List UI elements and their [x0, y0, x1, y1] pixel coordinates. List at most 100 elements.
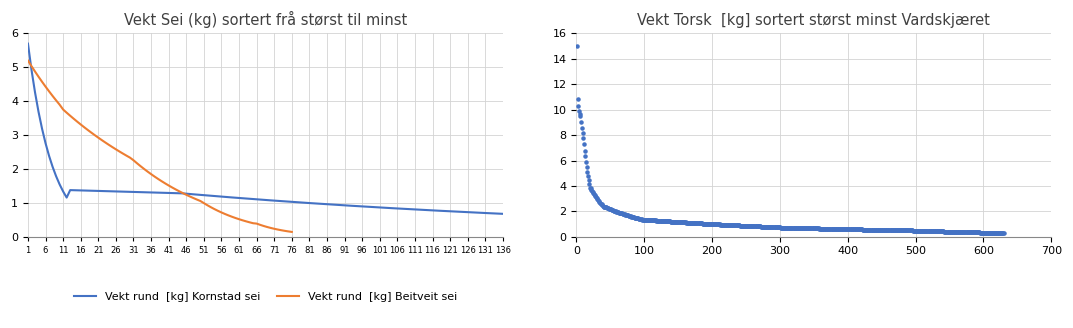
Point — [958, 230, 975, 235]
Point — [665, 219, 682, 224]
Vekt rund  [kg] Kornstad sei — [21, 42, 34, 46]
Point — [909, 228, 926, 233]
Point — [717, 222, 734, 227]
Point — [748, 224, 765, 229]
Point — [989, 230, 1006, 236]
Point — [946, 229, 964, 235]
Point — [840, 227, 857, 232]
Point — [570, 103, 587, 109]
Point — [699, 221, 716, 226]
Point — [630, 216, 647, 221]
Point — [886, 228, 903, 233]
Point — [978, 230, 995, 235]
Point — [746, 224, 763, 229]
Point — [645, 218, 662, 223]
Point — [676, 220, 693, 225]
Point — [942, 229, 959, 234]
Point — [934, 229, 951, 234]
Point — [608, 209, 626, 215]
Point — [652, 218, 670, 223]
Point — [871, 227, 888, 233]
Vekt rund  [kg] Kornstad sei — [468, 211, 481, 215]
Point — [612, 210, 629, 215]
Point — [729, 223, 746, 228]
Vekt rund  [kg] Beitveit sei — [113, 150, 126, 154]
Point — [861, 227, 878, 232]
Point — [766, 224, 783, 230]
Point — [738, 223, 755, 229]
Point — [603, 207, 620, 212]
Point — [628, 215, 645, 221]
Point — [788, 225, 805, 231]
Point — [826, 226, 843, 232]
Point — [758, 224, 775, 229]
Point — [676, 220, 693, 225]
Point — [641, 217, 658, 223]
Point — [677, 220, 694, 225]
Point — [569, 44, 586, 49]
Point — [897, 228, 914, 233]
Point — [679, 220, 696, 225]
Point — [853, 227, 870, 232]
Point — [572, 113, 589, 119]
Point — [673, 220, 690, 225]
Point — [668, 219, 686, 225]
Point — [602, 207, 619, 212]
Point — [812, 226, 829, 231]
Point — [651, 218, 668, 223]
Point — [621, 213, 638, 218]
Point — [834, 226, 851, 232]
Point — [831, 226, 848, 232]
Point — [597, 205, 614, 210]
Point — [911, 228, 928, 233]
Point — [746, 224, 763, 229]
Point — [660, 219, 677, 224]
Point — [697, 221, 715, 226]
Point — [913, 228, 930, 234]
Point — [945, 229, 962, 235]
Point — [590, 198, 607, 204]
Point — [700, 221, 717, 226]
Point — [604, 207, 621, 213]
Vekt rund  [kg] Beitveit sei — [46, 94, 59, 98]
Point — [938, 229, 955, 234]
Point — [734, 223, 751, 228]
Point — [838, 227, 855, 232]
Point — [976, 230, 994, 235]
Point — [761, 224, 778, 230]
Point — [609, 209, 627, 215]
Point — [696, 221, 714, 226]
Point — [643, 217, 660, 223]
Point — [650, 218, 667, 223]
Point — [686, 220, 703, 226]
Point — [979, 230, 996, 235]
Point — [974, 230, 991, 235]
Point — [617, 212, 634, 217]
Point — [785, 225, 803, 231]
Point — [672, 219, 689, 225]
Point — [686, 220, 703, 226]
Point — [785, 225, 803, 231]
Title: Vekt Torsk  [kg] sortert størst minst Vardskjæret: Vekt Torsk [kg] sortert størst minst Var… — [637, 13, 990, 28]
Point — [640, 217, 657, 222]
Point — [895, 228, 912, 233]
Point — [582, 185, 599, 190]
Point — [692, 221, 709, 226]
Point — [899, 228, 916, 233]
Point — [601, 206, 618, 211]
Point — [763, 224, 780, 230]
Point — [680, 220, 697, 225]
Point — [820, 226, 837, 231]
Point — [802, 226, 819, 231]
Point — [759, 224, 776, 229]
Point — [849, 227, 866, 232]
Point — [778, 225, 795, 230]
Point — [730, 223, 747, 228]
Point — [750, 224, 767, 229]
Point — [693, 221, 710, 226]
Point — [894, 228, 911, 233]
Point — [678, 220, 695, 225]
Point — [916, 228, 934, 234]
Point — [573, 119, 590, 125]
Point — [739, 223, 756, 229]
